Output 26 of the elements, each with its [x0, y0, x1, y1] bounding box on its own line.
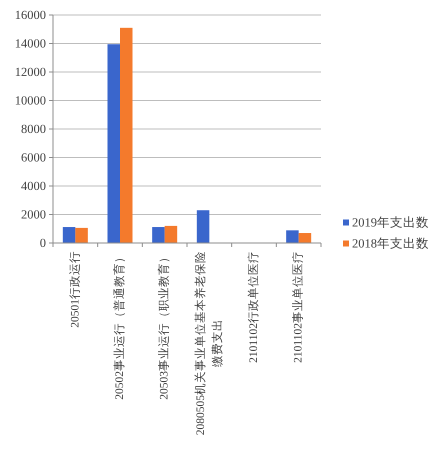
bar — [75, 228, 88, 243]
x-tick-label: 20502事业运行（普通教育） — [112, 251, 126, 400]
legend-label: 2018年支出数 — [352, 236, 429, 250]
bar — [286, 230, 299, 243]
bar — [152, 227, 165, 243]
x-tick-label: 20501行政运行 — [68, 251, 82, 328]
y-tick-label: 12000 — [14, 65, 46, 79]
y-tick-label: 6000 — [21, 150, 46, 164]
bar — [196, 210, 210, 243]
y-tick-label: 16000 — [14, 8, 46, 22]
x-tick-label: 20503事业运行（职业教育） — [156, 251, 171, 400]
bar — [62, 227, 76, 243]
y-tick-label: 0 — [40, 236, 46, 250]
bar — [120, 28, 133, 243]
x-tick-label: 2101102行政单位医疗 — [247, 251, 260, 363]
legend-label: 2019年支出数 — [352, 216, 429, 230]
y-tick-label: 10000 — [14, 94, 46, 108]
bar — [164, 226, 178, 243]
x-tick-label: 2080505机关事业单位基本养老保险缴费支出 — [192, 251, 224, 436]
y-tick-label: 14000 — [14, 36, 46, 50]
y-tick-label: 4000 — [21, 179, 46, 193]
bar — [298, 233, 312, 243]
x-tick-label: 2101102事业单位医疗 — [292, 251, 305, 363]
bar — [107, 44, 120, 243]
y-tick-label: 2000 — [21, 208, 46, 222]
y-tick-label: 8000 — [21, 122, 46, 136]
